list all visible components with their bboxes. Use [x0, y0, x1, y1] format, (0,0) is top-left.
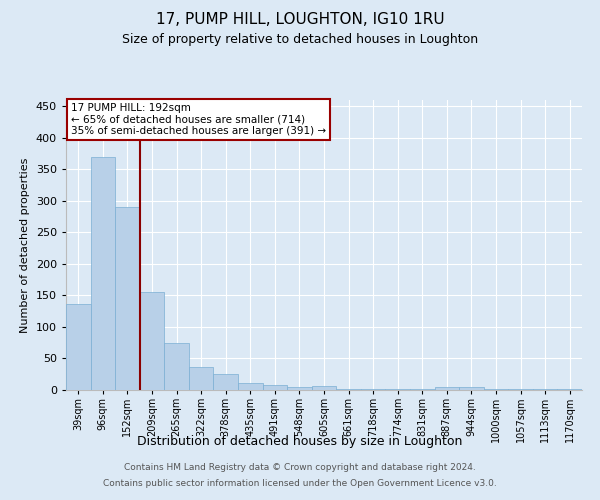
Bar — [484, 388, 508, 390]
Bar — [336, 388, 361, 390]
Bar — [410, 388, 434, 390]
Bar — [91, 156, 115, 390]
Bar — [361, 388, 385, 390]
Text: Distribution of detached houses by size in Loughton: Distribution of detached houses by size … — [137, 435, 463, 448]
Bar — [312, 386, 336, 390]
Bar — [164, 344, 189, 390]
Bar — [140, 292, 164, 390]
Text: Contains public sector information licensed under the Open Government Licence v3: Contains public sector information licen… — [103, 478, 497, 488]
Text: 17, PUMP HILL, LOUGHTON, IG10 1RU: 17, PUMP HILL, LOUGHTON, IG10 1RU — [155, 12, 445, 28]
Y-axis label: Number of detached properties: Number of detached properties — [20, 158, 30, 332]
Text: Size of property relative to detached houses in Loughton: Size of property relative to detached ho… — [122, 32, 478, 46]
Text: Contains HM Land Registry data © Crown copyright and database right 2024.: Contains HM Land Registry data © Crown c… — [124, 464, 476, 472]
Bar — [238, 383, 263, 390]
Bar — [508, 388, 533, 390]
Bar — [66, 304, 91, 390]
Bar — [533, 388, 557, 390]
Text: 17 PUMP HILL: 192sqm
← 65% of detached houses are smaller (714)
35% of semi-deta: 17 PUMP HILL: 192sqm ← 65% of detached h… — [71, 103, 326, 136]
Bar — [287, 387, 312, 390]
Bar — [557, 388, 582, 390]
Bar — [115, 207, 140, 390]
Bar — [263, 385, 287, 390]
Bar — [214, 374, 238, 390]
Bar — [434, 388, 459, 390]
Bar — [189, 368, 214, 390]
Bar — [459, 388, 484, 390]
